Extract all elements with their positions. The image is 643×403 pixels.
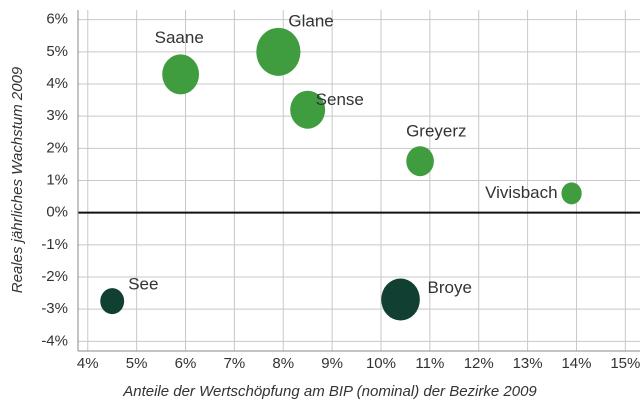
bubble: [162, 54, 200, 95]
y-tick-label: -4%: [41, 332, 68, 349]
y-tick-label: -3%: [41, 300, 68, 317]
x-tick-label: 12%: [464, 355, 494, 372]
point-label: See: [128, 275, 158, 294]
y-tick-label: 0%: [46, 204, 68, 221]
x-tick-label: 7%: [224, 355, 246, 372]
y-axis-title: Reales jährliches Wachstum 2009: [9, 66, 26, 293]
y-tick-label: 1%: [46, 171, 68, 188]
x-tick-label: 5%: [126, 355, 148, 372]
bubble: [100, 288, 125, 315]
y-tick-label: -2%: [41, 268, 68, 285]
point-label: Saane: [155, 28, 204, 47]
bubble: [561, 182, 582, 205]
point-label: Vivisbach: [485, 183, 557, 202]
y-tick-label: -1%: [41, 236, 68, 253]
x-tick-label: 8%: [272, 355, 294, 372]
bubble: [406, 146, 434, 177]
bubble: [256, 27, 301, 76]
y-tick-label: 2%: [46, 139, 68, 156]
x-tick-label: 15%: [610, 355, 640, 372]
x-tick-label: 14%: [561, 355, 591, 372]
bubble: [381, 278, 420, 321]
x-axis-title: Anteile der Wertschöpfung am BIP (nomina…: [122, 383, 537, 400]
y-tick-label: 3%: [46, 107, 68, 124]
point-label: Broye: [428, 278, 472, 297]
x-tick-label: 6%: [175, 355, 197, 372]
x-tick-label: 11%: [415, 355, 444, 372]
point-label: Sense: [316, 90, 364, 109]
y-tick-label: 6%: [46, 11, 68, 28]
point-label: Greyerz: [406, 122, 466, 141]
x-tick-label: 13%: [513, 355, 543, 372]
bubble: [290, 90, 326, 129]
point-label: Glane: [288, 11, 333, 30]
y-tick-label: 4%: [46, 75, 68, 92]
y-tick-label: 5%: [46, 43, 68, 60]
x-tick-label: 10%: [366, 355, 396, 372]
x-tick-label: 9%: [321, 355, 343, 372]
x-tick-label: 4%: [77, 355, 99, 372]
